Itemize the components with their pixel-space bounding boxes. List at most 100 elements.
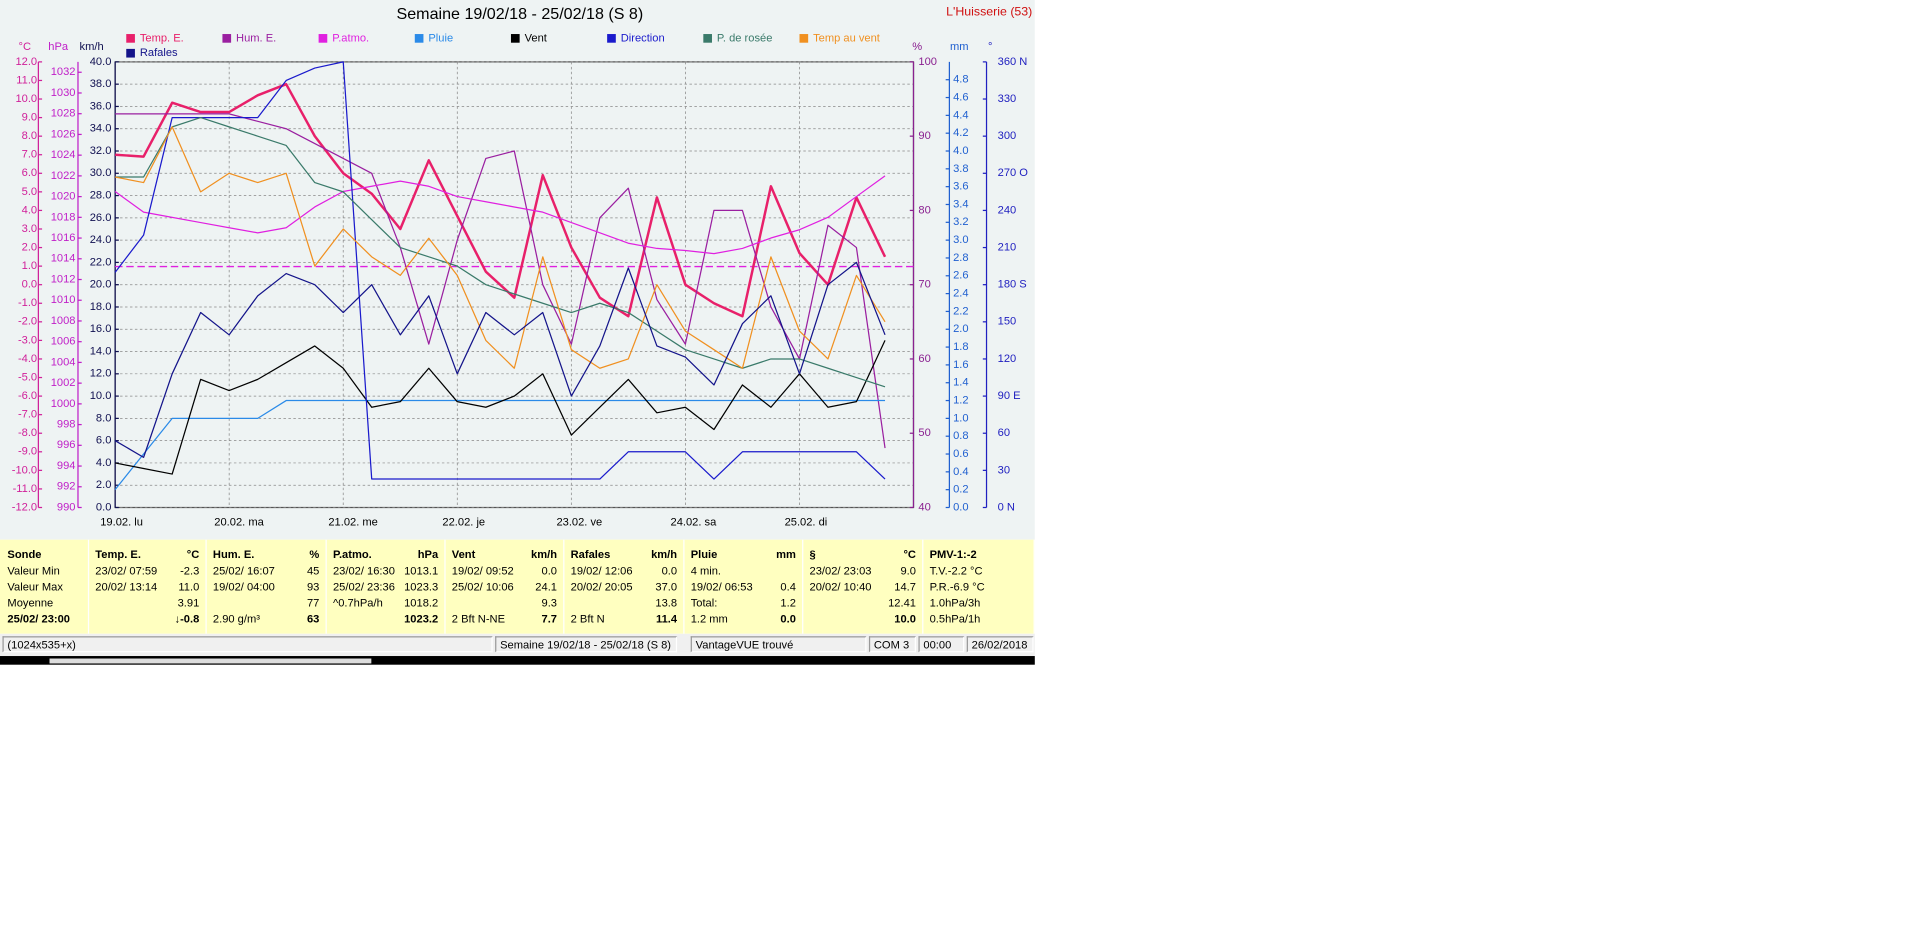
column-header: Vent bbox=[451, 548, 476, 561]
y-tick-label: 18.0 bbox=[90, 301, 112, 313]
cell-text: 19/02/ 06:53 bbox=[690, 580, 753, 593]
cell-value: 0.4 bbox=[780, 580, 796, 593]
cell-value: 24.1 bbox=[535, 580, 558, 593]
y-tick-label: -4.0 bbox=[18, 353, 37, 365]
column-unit: hPa bbox=[417, 548, 439, 561]
y-tick-label: 998 bbox=[57, 419, 76, 431]
y-tick-label: 180 S bbox=[998, 279, 1027, 291]
y-tick-label: 2.0 bbox=[953, 323, 968, 335]
y-tick-label: 5.0 bbox=[22, 186, 37, 198]
column-unit: mm bbox=[776, 548, 796, 561]
y-tick-label: 2.0 bbox=[96, 479, 111, 491]
cell-text: 2.90 g/m³ bbox=[212, 612, 260, 626]
series-line bbox=[115, 82, 887, 318]
legend-marker bbox=[414, 34, 424, 43]
y-tick-label: 4.0 bbox=[96, 457, 111, 469]
cell-text: 2 Bft N bbox=[570, 612, 605, 626]
y-tick-label: 90 E bbox=[998, 390, 1021, 402]
y-tick-label: 28.0 bbox=[90, 190, 112, 202]
y-tick-label: 12.0 bbox=[15, 56, 37, 68]
y-tick-label: 0.0 bbox=[953, 501, 968, 513]
y-tick-label: 0.2 bbox=[953, 484, 968, 496]
cell-value: 13.8 bbox=[655, 596, 678, 609]
y-tick-label: 994 bbox=[57, 460, 76, 472]
legend-label: Pluie bbox=[428, 32, 453, 44]
cell-text: 25/02/ 16:07 bbox=[212, 564, 275, 577]
cell-value: 1023.3 bbox=[404, 580, 439, 593]
y-tick-label: 4.8 bbox=[953, 74, 968, 86]
y-tick-label: 1026 bbox=[51, 128, 76, 140]
y-tick-label: 30 bbox=[998, 464, 1010, 476]
y-tick-label: 30.0 bbox=[90, 167, 112, 179]
y-tick-label: 60 bbox=[998, 427, 1010, 439]
y-tick-label: 3.2 bbox=[953, 216, 968, 228]
cell-value: ↓-0.8 bbox=[174, 612, 200, 626]
series-line bbox=[114, 175, 886, 255]
y-tick-label: 1010 bbox=[51, 294, 76, 306]
y-tick-label: 3.0 bbox=[22, 223, 37, 235]
cell-text: 19/02/ 12:06 bbox=[570, 564, 633, 577]
cell-value: 1013.1 bbox=[404, 564, 439, 577]
column-header: Temp. E. bbox=[95, 548, 141, 561]
cell-value: 10.0 bbox=[894, 612, 916, 626]
y-tick-label: 1022 bbox=[51, 170, 76, 182]
y-tick-label: 992 bbox=[57, 481, 76, 493]
y-tick-label: -5.0 bbox=[18, 371, 37, 383]
legend-label: Direction bbox=[621, 32, 665, 44]
table-column: Sonde Valeur Min Valeur Max Moyenne 25/02/ 2… bbox=[0, 539, 90, 634]
y-tick-label: 1006 bbox=[51, 336, 76, 348]
table-column: Temp. E. °C 23/02/ 07:59 -2.3 20/02/ 13:14 11… bbox=[89, 539, 207, 634]
cell-value: 9.3 bbox=[541, 596, 558, 609]
series-line bbox=[114, 340, 886, 475]
y-tick-label: 1024 bbox=[51, 149, 76, 161]
column-header: § bbox=[809, 548, 816, 561]
y-tick-label: 1020 bbox=[51, 191, 76, 203]
column-header: P.atmo. bbox=[332, 548, 372, 561]
row-label: Valeur Min bbox=[7, 564, 60, 577]
y-tick-label: 1030 bbox=[51, 87, 76, 99]
y-tick-label: -2.0 bbox=[18, 316, 37, 328]
cell-text: ^0.7hPa/h bbox=[332, 596, 383, 609]
y-tick-label: 2.0 bbox=[22, 241, 37, 253]
chart: Semaine 19/02/18 - 25/02/18 (S 8) L'Huis… bbox=[0, 0, 1035, 540]
cell-value: 14.7 bbox=[894, 580, 916, 593]
y-tick-label: 1012 bbox=[51, 273, 76, 285]
legend-label: P.atmo. bbox=[332, 32, 369, 44]
y-tick-label: 270 O bbox=[998, 167, 1029, 179]
y-tick-label: 4.6 bbox=[953, 91, 968, 103]
y-tick-label: 0.0 bbox=[22, 279, 37, 291]
y-tick-label: 4.0 bbox=[22, 204, 37, 216]
legend-label: P. de rosée bbox=[717, 32, 772, 44]
y-tick-label: -1.0 bbox=[18, 297, 37, 309]
legend-marker bbox=[126, 48, 135, 58]
legend-marker bbox=[607, 34, 616, 43]
cell-value: 11.0 bbox=[178, 580, 200, 593]
cell-text: 2 Bft N-NE bbox=[451, 612, 506, 626]
y-tick-label: 1.2 bbox=[953, 394, 968, 406]
cell-text: 20/02/ 10:40 bbox=[809, 580, 872, 593]
y-tick-label: 90 bbox=[918, 130, 930, 142]
y-tick-label: 0.8 bbox=[953, 430, 968, 442]
status-field: Semaine 19/02/18 - 25/02/18 (S 8) bbox=[495, 636, 678, 653]
axis-unit: hPa bbox=[48, 41, 69, 53]
legend-marker bbox=[126, 34, 135, 43]
cell-text: 25/02/ 10:06 bbox=[451, 580, 514, 593]
y-tick-label: 38.0 bbox=[90, 78, 112, 90]
x-tick-label: 22.02. je bbox=[442, 516, 485, 528]
y-tick-label: -10.0 bbox=[12, 464, 37, 476]
y-tick-label: 990 bbox=[57, 501, 76, 513]
y-tick-label: 60 bbox=[918, 353, 930, 365]
cell-value: 63 bbox=[306, 612, 320, 626]
series-line bbox=[115, 116, 886, 388]
cell-text: 20/02/ 13:14 bbox=[95, 580, 158, 593]
y-tick-label: 210 bbox=[998, 241, 1017, 253]
x-tick-label: 25.02. di bbox=[785, 516, 828, 528]
weather-app: Semaine 19/02/18 - 25/02/18 (S 8) L'Huis… bbox=[0, 0, 1035, 665]
legend-marker bbox=[318, 34, 328, 43]
grid bbox=[115, 61, 914, 508]
y-tick-label: 3.6 bbox=[953, 181, 968, 193]
y-tick-label: 3.4 bbox=[953, 198, 968, 210]
cell-text: 23/02/ 16:30 bbox=[332, 564, 395, 577]
y-tick-label: 50 bbox=[918, 427, 930, 439]
y-tick-label: 100 bbox=[918, 56, 937, 68]
